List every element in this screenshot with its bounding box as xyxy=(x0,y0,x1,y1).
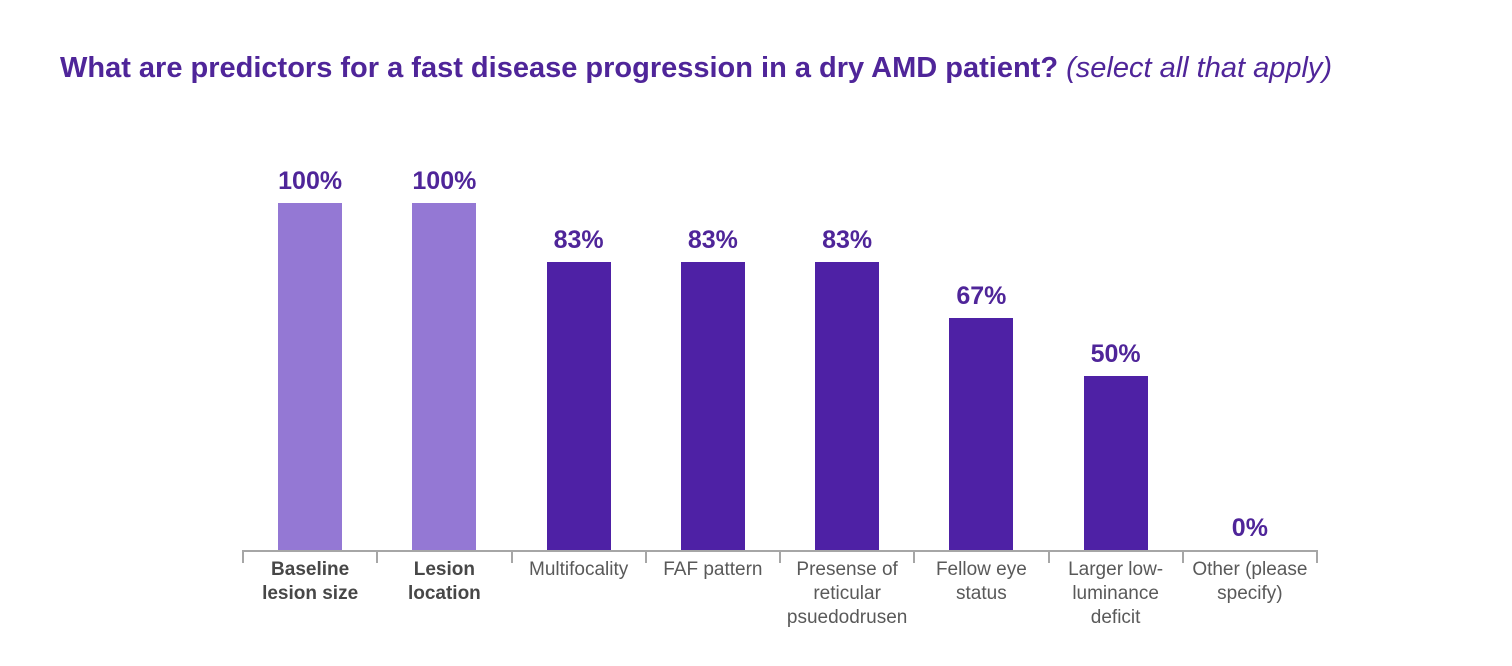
chart-title-note: (select all that apply) xyxy=(1058,52,1333,84)
bar xyxy=(546,262,611,550)
bar-value-label: 0% xyxy=(1231,514,1268,542)
x-axis-tick xyxy=(779,550,781,563)
x-axis-tick xyxy=(1181,550,1184,563)
chart-title-main: What are predictors for a fast disease p… xyxy=(60,52,1059,84)
bar xyxy=(815,262,880,550)
bar-value-label: 100% xyxy=(412,167,477,195)
category-label: Fellow eye status xyxy=(935,559,1027,604)
bar xyxy=(278,203,343,550)
x-axis-tick xyxy=(510,550,513,563)
category-label: FAF pattern xyxy=(663,559,763,580)
x-axis-tick xyxy=(644,550,647,563)
bar-value-label: 83% xyxy=(687,226,738,254)
bar xyxy=(412,203,477,550)
category-label: Other (please specify) xyxy=(1192,559,1308,604)
category-label: Larger low-luminance deficit xyxy=(1068,559,1164,628)
bar xyxy=(1083,376,1148,550)
x-axis-tick xyxy=(1316,550,1318,563)
x-axis-tick xyxy=(376,550,379,563)
bar-value-label: 67% xyxy=(956,282,1007,310)
bar-value-label: 83% xyxy=(822,226,873,254)
bar xyxy=(680,262,745,550)
chart-title: What are predictors for a fast disease p… xyxy=(60,50,1332,86)
bar xyxy=(949,318,1014,550)
category-label: Baseline lesion size xyxy=(262,559,359,604)
category-label: Multifocality xyxy=(529,559,629,580)
category-label: Presense of reticular psuedodrusen xyxy=(786,559,908,628)
bar-value-label: 100% xyxy=(278,167,343,195)
x-axis-tick xyxy=(1047,550,1050,563)
x-axis-tick xyxy=(242,550,244,563)
bar-value-label: 50% xyxy=(1090,340,1141,368)
bar-value-label: 83% xyxy=(553,226,604,254)
category-label: Lesion location xyxy=(407,559,481,604)
x-axis-tick xyxy=(913,550,916,563)
